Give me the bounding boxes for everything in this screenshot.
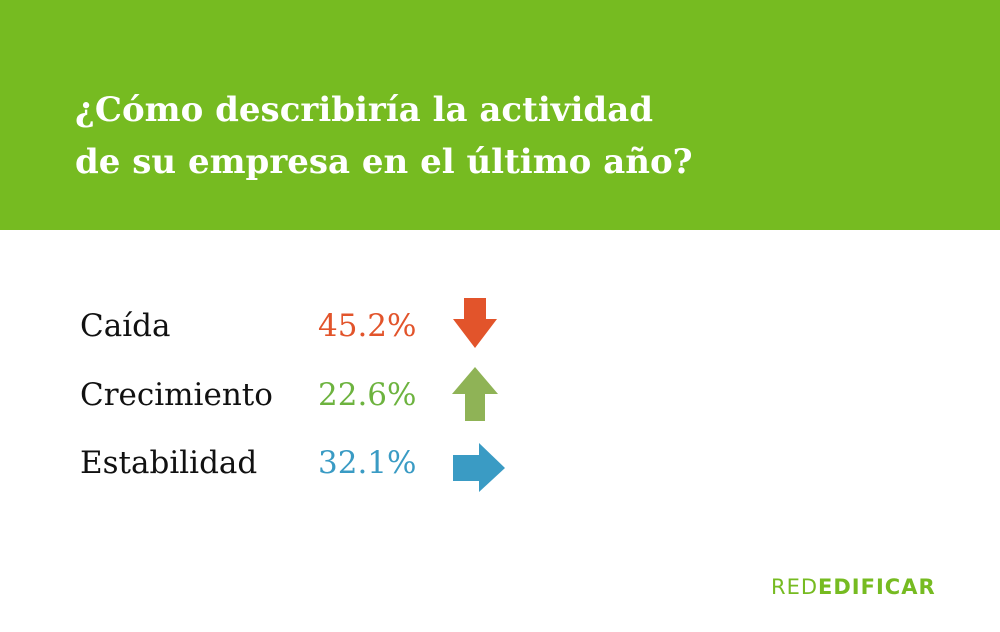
- rededificar-logo: REDEDIFICAR: [771, 575, 936, 599]
- title-line-2: de su empresa en el último año?: [75, 142, 693, 182]
- result-label: Crecimiento: [80, 377, 273, 413]
- arrow-down-icon: [445, 298, 505, 358]
- result-label: Estabilidad: [80, 445, 258, 481]
- result-row-caida: Caída 45.2%: [0, 298, 1000, 358]
- result-value: 32.1%: [318, 445, 417, 481]
- page-title: ¿Cómo describiría la actividad de su emp…: [75, 84, 875, 188]
- arrow-up-icon: [445, 367, 505, 427]
- result-value: 45.2%: [318, 308, 417, 344]
- result-label: Caída: [80, 308, 171, 344]
- result-row-estabilidad: Estabilidad 32.1%: [0, 435, 1000, 495]
- result-row-crecimiento: Crecimiento 22.6%: [0, 367, 1000, 427]
- logo-part-red: RED: [771, 575, 819, 599]
- header-banner: ¿Cómo describiría la actividad de su emp…: [0, 0, 1000, 230]
- arrow-right-icon: [445, 435, 505, 495]
- result-value: 22.6%: [318, 377, 417, 413]
- logo-part-edificar: EDIFICAR: [818, 575, 936, 599]
- title-line-1: ¿Cómo describiría la actividad: [75, 90, 653, 130]
